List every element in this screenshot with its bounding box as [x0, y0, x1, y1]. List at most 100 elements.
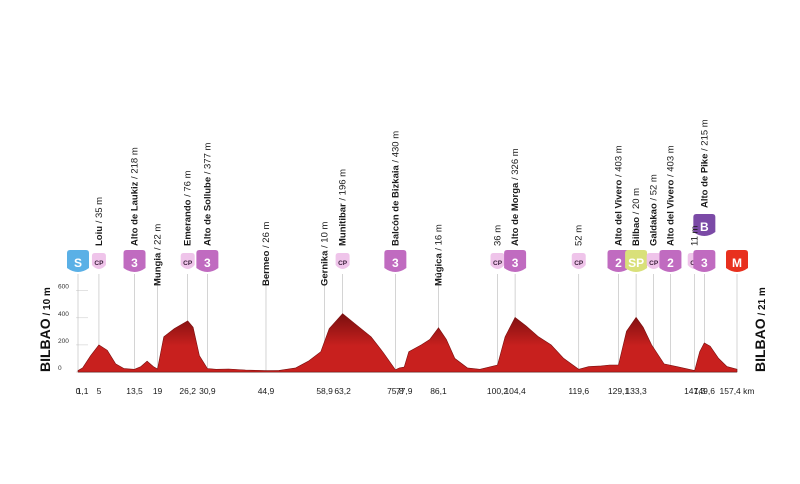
sprint-badge [625, 250, 648, 272]
waypoint-altitude: / 52 m [649, 174, 660, 203]
waypoint-label: Gernika / 10 m [320, 221, 331, 286]
waypoint-label: Loiu / 35 m [94, 197, 105, 246]
waypoint-altitude: 36 m [493, 225, 504, 246]
checkpoint-badge-text: CP [493, 260, 503, 267]
km-label: 58,9 [316, 386, 333, 396]
category-badge [384, 250, 407, 272]
waypoint-altitude: 11 m [690, 225, 701, 246]
km-label: 129,1 [608, 386, 630, 396]
waypoint-altitude: / 218 m [130, 147, 141, 181]
waypoint-label: Alto de Morga / 326 m [510, 148, 521, 246]
waypoint-altitude: / 20 m [631, 188, 642, 217]
waypoint-name: Balcón de Bizkaia [390, 165, 401, 246]
category-badge [504, 250, 527, 272]
checkpoint-badge [335, 253, 350, 269]
waypoint-label: Mungia / 22 m [153, 224, 164, 286]
waypoint-name: Alto del Vivero [614, 179, 625, 246]
category-badge-text: 3 [392, 256, 399, 270]
finish-badge-text: M [732, 256, 742, 270]
km-label: 75,8 [387, 386, 404, 396]
start-town-name: BILBAO [37, 318, 53, 372]
km-label: 133,3 [625, 386, 647, 396]
waypoint-altitude: / 16 m [433, 224, 444, 253]
category-badge-text: 3 [512, 256, 519, 270]
waypoint-label: Emerando / 76 m [183, 170, 194, 246]
y-tick-label: 200 [58, 338, 69, 345]
waypoint-name: Alto de Pike [699, 154, 710, 208]
checkpoint-badge [490, 253, 505, 269]
km-label: 149,6 [694, 386, 716, 396]
waypoint-badges: SCP3CP3CP3CP3CP2SPCP2CP3BM [67, 214, 748, 272]
checkpoint-badge-text: CP [183, 260, 193, 267]
checkpoint-badge [646, 253, 661, 269]
end-labels: BILBAO / 10 m BILBAO / 21 m [37, 287, 768, 372]
y-tick-label: 600 [58, 284, 69, 291]
waypoint-altitude: / 326 m [510, 148, 521, 182]
checkpoint-badge [91, 253, 106, 269]
y-tick-label: 400 [58, 311, 69, 318]
waypoint-altitude: / 10 m [320, 221, 331, 250]
finish-town-name: BILBAO [752, 318, 768, 372]
waypoint-altitude: / 22 m [153, 224, 164, 253]
waypoint-altitude: / 26 m [261, 222, 272, 251]
checkpoint-badge [180, 253, 195, 269]
y-tick-label: 0 [58, 365, 62, 372]
sprint-badge-text: SP [628, 256, 644, 270]
waypoint-altitude: / 215 m [699, 119, 710, 153]
waypoint-altitude: / 196 m [338, 169, 349, 203]
km-label: 19 [153, 386, 163, 396]
category-badge [659, 250, 682, 272]
waypoint-name: Alto de Morga [510, 182, 521, 246]
category-badge-text: 3 [131, 256, 138, 270]
waypoint-name: Alto de Sollube [202, 177, 213, 246]
waypoint-label: Alto de Sollube / 377 m [202, 142, 213, 246]
waypoint-altitude: / 76 m [183, 170, 194, 199]
waypoint-label: Alto del Vivero / 403 m [614, 145, 625, 246]
waypoint-name: Bermeo [261, 250, 272, 286]
category-badge-text: 3 [204, 256, 211, 270]
waypoint-name: Emerando [183, 199, 194, 246]
km-label: 26,2 [179, 386, 196, 396]
waypoint-name: Galdakao [649, 203, 660, 246]
waypoint-label: Múgica / 16 m [433, 224, 444, 286]
checkpoint-badge [571, 253, 586, 269]
waypoint-name: Múgica [433, 253, 444, 286]
category-badge [607, 250, 630, 272]
waypoint-altitude: / 403 m [614, 145, 625, 179]
checkpoint-badge-text: CP [94, 260, 104, 267]
km-label: 1,1 [77, 386, 89, 396]
waypoint-label: Munitibar / 196 m [338, 169, 349, 246]
waypoint-label: Alto de Pike / 215 m [699, 119, 710, 208]
km-label: 0 [76, 386, 81, 396]
waypoint-name: Bilbao [631, 217, 642, 246]
waypoint-label: Alto de Laukiz / 218 m [130, 147, 141, 246]
waypoint-label: Alto del Vivero / 403 m [665, 145, 676, 246]
waypoint-label: Balcón de Bizkaia / 430 m [390, 131, 401, 246]
km-label: 77,9 [396, 386, 413, 396]
waypoint-label: Bilbao / 20 m [631, 188, 642, 246]
waypoint-labels: Loiu / 35 m Alto de Laukiz / 218 m Mungia … [94, 119, 710, 286]
waypoint-label: Galdakao / 52 m [649, 174, 660, 246]
category-badge [693, 250, 716, 272]
km-label: 157,4 km [720, 386, 755, 396]
km-label: 104,4 [504, 386, 526, 396]
km-label: 13,5 [126, 386, 143, 396]
category-badge-text: 2 [615, 256, 622, 270]
waypoint-name: Mungia [153, 252, 164, 286]
waypoint-name: Alto del Vivero [665, 179, 676, 246]
bonus-badge-text: B [700, 220, 709, 234]
waypoint-name: Alto de Laukiz [130, 181, 141, 246]
category-badge [123, 250, 146, 272]
km-label: 44,9 [258, 386, 275, 396]
checkpoint-badge-text: CP [649, 260, 659, 267]
waypoint-label: 36 m [493, 225, 504, 246]
category-badge-text: 2 [667, 256, 674, 270]
finish-town-label: BILBAO / 21 m [752, 287, 768, 372]
start-badge [67, 250, 89, 272]
finish-town-alt: / 21 m [757, 287, 768, 318]
start-badge-text: S [74, 256, 82, 270]
waypoint-name: Munitibar [338, 203, 349, 246]
category-badge-text: 3 [701, 256, 708, 270]
start-town-label: BILBAO / 10 m [37, 287, 53, 372]
